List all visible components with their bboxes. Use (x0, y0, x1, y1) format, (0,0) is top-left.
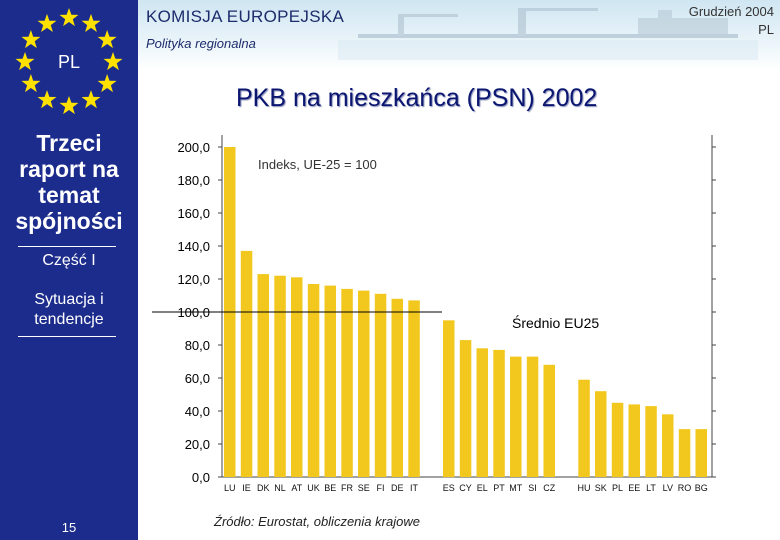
bar-fr (341, 288, 353, 477)
x-tick-label: DK (257, 483, 270, 493)
y-tick-label: 0,0 (192, 470, 210, 485)
sidebar: PL Trzeci raport na temat spójności Częś… (0, 0, 138, 540)
x-tick-label: BG (695, 483, 708, 493)
y-tick-label: 140,0 (177, 239, 210, 254)
eu-star-icon (81, 90, 101, 109)
header-band: KOMISJA EUROPEJSKA Polityka regionalna G… (138, 0, 780, 70)
x-tick-label: SK (595, 483, 607, 493)
bar-lv (662, 414, 674, 477)
section-label: Sytuacja i tendencje (34, 291, 104, 328)
eu-star-icon (37, 90, 57, 109)
bar-mt (510, 356, 522, 477)
x-tick-label: UK (307, 483, 320, 493)
bar-chart-canvas: 0,020,040,060,080,0100,0120,0140,0160,01… (152, 135, 716, 493)
x-tick-label: RO (678, 483, 692, 493)
bar-hu (578, 379, 590, 477)
eu-stars-icon (15, 8, 123, 115)
bar-lt (645, 406, 657, 477)
bar-ee (628, 404, 640, 477)
y-tick-label: 200,0 (177, 140, 210, 155)
bar-nl (274, 275, 286, 477)
x-tick-label: AT (291, 483, 302, 493)
y-tick-label: 120,0 (177, 272, 210, 287)
x-tick-label: IT (410, 483, 419, 493)
part-label: Część I (42, 252, 96, 269)
bar-ie (240, 250, 253, 477)
harbour-banner-icon (338, 8, 758, 60)
eu-star-icon (97, 30, 117, 49)
x-tick-label: SI (528, 483, 537, 493)
x-tick-label: IE (242, 483, 251, 493)
source-note: Źródło: Eurostat, obliczenia krajowe (214, 514, 420, 529)
eu-star-icon (59, 8, 79, 27)
y-tick-label: 40,0 (185, 404, 210, 419)
bar-de (391, 298, 403, 477)
bar-dk (257, 274, 269, 477)
chart-subtitle: Indeks, UE-25 = 100 (258, 157, 377, 172)
x-tick-label: LU (224, 483, 236, 493)
bar-be (324, 285, 336, 477)
bar-cy (459, 340, 472, 477)
x-tick-label: BE (324, 483, 336, 493)
bar-bg (695, 429, 707, 477)
bar-es (443, 320, 455, 478)
x-tick-label: LV (663, 483, 673, 493)
sidebar-divider-top (18, 246, 116, 247)
x-tick-label: LT (646, 483, 656, 493)
header-subtitle: Polityka regionalna (146, 36, 256, 51)
bar-sk (595, 391, 607, 477)
bar-at (291, 277, 303, 477)
bar-se (358, 290, 370, 477)
x-tick-label: CZ (543, 483, 555, 493)
eu-star-icon (37, 13, 57, 32)
x-tick-label: PT (493, 483, 505, 493)
language-label: PL (758, 22, 774, 37)
bar-el (476, 348, 488, 477)
bar-fi (374, 293, 387, 477)
bar-si (526, 356, 539, 477)
eu-star-icon (103, 52, 123, 71)
y-tick-label: 80,0 (185, 338, 210, 353)
x-tick-label: MT (509, 483, 522, 493)
x-tick-label: FI (377, 483, 385, 493)
y-tick-label: 160,0 (177, 206, 210, 221)
x-tick-label: SE (358, 483, 370, 493)
bar-uk (307, 284, 320, 477)
y-tick-label: 60,0 (185, 371, 210, 386)
x-tick-label: EE (628, 483, 640, 493)
chart-title: PKB na mieszkańca (PSN) 2002 (236, 84, 598, 112)
bar-it (408, 300, 420, 477)
x-tick-label: FR (341, 483, 353, 493)
bar-ro (678, 429, 691, 477)
sidebar-divider-bottom (18, 336, 116, 337)
eu-star-icon (15, 52, 35, 71)
eu-star-icon (81, 13, 101, 32)
x-tick-label: EL (477, 483, 488, 493)
x-tick-label: PL (612, 483, 623, 493)
eu-flag-logo (4, 4, 134, 116)
bar-cz (543, 364, 555, 477)
org-name: KOMISJA EUROPEJSKA (146, 7, 345, 26)
report-title: Trzeci raport na temat spójności (15, 130, 123, 234)
y-tick-label: 180,0 (177, 173, 210, 188)
country-code-label: PL (57, 52, 81, 72)
page-number: 15 (61, 520, 77, 535)
y-tick-label: 20,0 (185, 437, 210, 452)
bar-chart: 0,0 20,0 40,0 60,0 80,0 100,0 120,0 140,0 160,0 1… (150, 125, 780, 505)
date-label: Grudzień 2004 (688, 4, 774, 19)
x-tick-label: NL (274, 483, 286, 493)
x-tick-label: ES (443, 483, 455, 493)
x-tick-label: HU (578, 483, 591, 493)
eu-star-icon (59, 96, 79, 115)
eu-star-icon (21, 30, 41, 49)
x-tick-label: DE (391, 483, 404, 493)
reference-line-label: Średnio EU25 (512, 314, 599, 331)
bar-pl (611, 402, 624, 478)
eu-star-icon (97, 74, 117, 93)
eu-star-icon (21, 74, 41, 93)
x-tick-label: CY (459, 483, 472, 493)
bar-pt (493, 349, 505, 477)
